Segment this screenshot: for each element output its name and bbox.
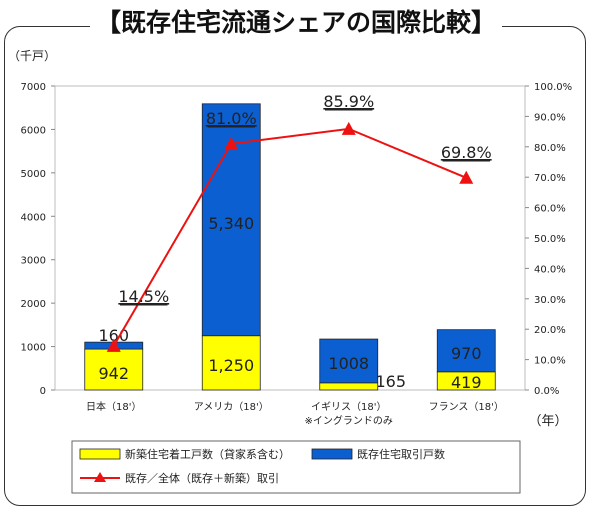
y2-tick-label: 100.0% bbox=[534, 82, 572, 93]
x-axis-unit: （年） bbox=[528, 414, 567, 429]
y2-tick-label: 80.0% bbox=[534, 143, 566, 154]
share-label: 14.5% bbox=[118, 287, 169, 306]
y2-tick-label: 10.0% bbox=[534, 356, 566, 367]
legend-label-share: 既存／全体（既存＋新築）取引 bbox=[125, 471, 279, 485]
bar-existing-transactions bbox=[436, 329, 496, 373]
bar-label-new: 419 bbox=[451, 373, 482, 392]
share-point-marker bbox=[224, 136, 239, 150]
legend-label-existing: 既存住宅取引戸数 bbox=[357, 447, 445, 461]
share-label: 81.0% bbox=[206, 109, 257, 128]
share-point-marker bbox=[341, 121, 356, 135]
x-category-note: ※イングランドのみ bbox=[305, 414, 393, 427]
share-line bbox=[112, 127, 467, 347]
legend-swatch-existing bbox=[311, 448, 353, 460]
legend-swatch-new bbox=[79, 448, 121, 460]
legend-label-new: 新築住宅着工戸数（貸家系含む） bbox=[125, 447, 290, 461]
bar-new-construction bbox=[201, 335, 261, 391]
y2-tick-label: 40.0% bbox=[534, 264, 566, 275]
bar-label-existing: 160 bbox=[98, 326, 129, 345]
legend-box bbox=[71, 440, 521, 494]
y-tick-label: 2000 bbox=[21, 299, 46, 310]
legend-line-marker bbox=[94, 472, 106, 482]
x-category-label: アメリカ（18'） bbox=[194, 401, 269, 413]
y2-tick-label: 0.0% bbox=[534, 386, 559, 397]
y-tick-label: 1000 bbox=[21, 343, 46, 354]
share-point-marker bbox=[106, 338, 121, 352]
x-category-label: イギリス（18'） bbox=[311, 401, 386, 413]
y-tick-label: 3000 bbox=[21, 256, 46, 267]
bar-existing-transactions bbox=[319, 338, 379, 384]
x-category-label: 日本（18'） bbox=[86, 400, 141, 413]
share-point-marker bbox=[459, 170, 474, 184]
bar-label-existing: 970 bbox=[451, 344, 482, 363]
bar-label-new: 1,250 bbox=[208, 356, 254, 375]
y-tick-label: 6000 bbox=[21, 125, 46, 136]
share-label: 69.8% bbox=[441, 143, 492, 162]
bar-label-existing: 5,340 bbox=[208, 214, 254, 233]
y2-tick-label: 90.0% bbox=[534, 112, 566, 123]
x-category-label: フランス（18'） bbox=[429, 401, 504, 413]
y-tick-label: 4000 bbox=[21, 212, 46, 223]
y2-tick-label: 50.0% bbox=[534, 234, 566, 245]
y2-tick-label: 70.0% bbox=[534, 173, 566, 184]
bar-label-new: 165 bbox=[375, 372, 406, 391]
bar-new-construction bbox=[84, 348, 144, 391]
bar-label-existing: 1008 bbox=[328, 354, 369, 373]
bar-new-construction bbox=[319, 382, 379, 391]
y2-tick-label: 30.0% bbox=[534, 295, 566, 306]
y2-tick-label: 60.0% bbox=[534, 204, 566, 215]
bar-label-new: 942 bbox=[98, 364, 129, 383]
y-axis-unit: （千戸） bbox=[8, 49, 56, 63]
chart-title: 【既存住宅流通シェアの国際比較】 bbox=[0, 3, 592, 39]
y-tick-label: 7000 bbox=[21, 82, 46, 93]
y-tick-label: 0 bbox=[40, 386, 46, 397]
y2-tick-label: 20.0% bbox=[534, 325, 566, 336]
share-label: 85.9% bbox=[323, 92, 374, 111]
y-tick-label: 5000 bbox=[21, 169, 46, 180]
